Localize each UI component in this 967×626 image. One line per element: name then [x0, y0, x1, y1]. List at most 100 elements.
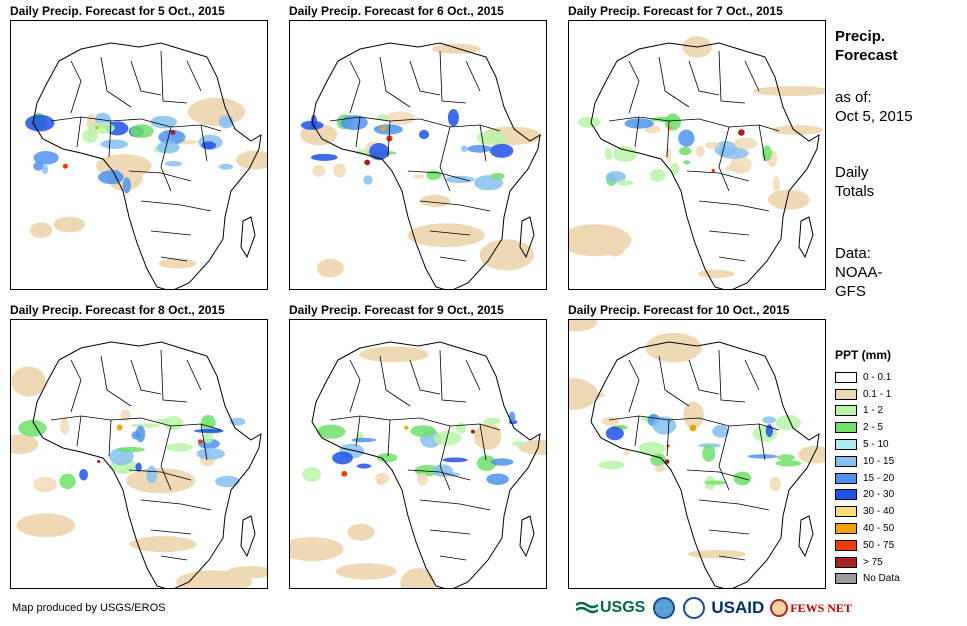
legend-label: 5 - 10	[863, 439, 889, 451]
rain-cell	[734, 137, 758, 150]
rain-cell	[229, 417, 246, 426]
rain-cell	[702, 444, 716, 462]
country-border	[409, 359, 441, 395]
precip-map	[289, 20, 547, 290]
rain-cell	[769, 476, 781, 492]
country-border	[100, 355, 132, 407]
rain-cell	[79, 469, 88, 481]
rain-cell	[476, 455, 497, 471]
rain-cell	[164, 161, 183, 167]
rain-cell	[33, 476, 57, 493]
rain-cell	[60, 417, 70, 435]
light-precip-patch	[771, 125, 823, 135]
country-border	[150, 230, 192, 236]
country-border	[686, 469, 750, 481]
rain-cell	[447, 109, 459, 127]
rain-cell	[655, 464, 665, 473]
light-precip-patch	[290, 537, 344, 562]
rain-cell	[194, 429, 224, 433]
country-border	[718, 126, 730, 192]
country-border	[160, 349, 188, 403]
rain-cell	[489, 143, 514, 158]
country-border	[439, 256, 467, 262]
rain-cell	[442, 457, 468, 463]
rain-cell	[130, 124, 154, 138]
legend-label: 30 - 40	[863, 506, 895, 518]
light-precip-patch	[419, 194, 451, 207]
country-border	[419, 200, 491, 212]
rain-cell	[88, 122, 115, 134]
country-border	[628, 60, 640, 114]
madagascar-outline	[798, 216, 814, 259]
light-precip-patch	[53, 216, 86, 233]
continent-outline	[311, 341, 541, 588]
rain-cell	[363, 175, 373, 185]
country-border	[658, 355, 690, 407]
rain-cell	[369, 143, 390, 161]
heavy-rain-cell	[470, 429, 475, 434]
country-border	[160, 555, 188, 561]
rain-cell	[683, 160, 691, 165]
country-border	[698, 118, 780, 132]
legend-swatch	[835, 539, 857, 551]
rain-cell	[333, 163, 347, 178]
rain-cell	[773, 175, 780, 193]
country-border	[409, 60, 441, 96]
light-precip-patch	[236, 150, 267, 170]
precip-map	[10, 20, 268, 290]
country-border	[186, 60, 202, 92]
rain-cell	[59, 473, 76, 489]
panel-title: Daily Precip. Forecast for 10 Oct., 2015	[568, 303, 790, 317]
legend-swatch	[835, 489, 857, 501]
country-border	[329, 415, 421, 421]
madagascar-outline	[519, 515, 535, 558]
rain-cell	[650, 452, 666, 467]
legend-swatch	[835, 472, 857, 484]
country-border	[465, 359, 481, 391]
rain-cell	[445, 175, 475, 183]
light-precip-patch	[798, 445, 825, 464]
country-border	[387, 419, 391, 457]
rain-cell	[419, 129, 429, 140]
heavy-rain-cell	[689, 424, 697, 432]
precip-map	[10, 319, 268, 589]
rain-cell	[135, 462, 142, 472]
rain-cell	[433, 430, 462, 446]
country-border	[698, 200, 770, 212]
side-title: Precip. Forecast	[835, 27, 898, 65]
rain-cell	[601, 416, 620, 426]
daily-line1: Daily	[835, 164, 869, 181]
country-border	[407, 469, 471, 481]
legend-row: 40 - 50	[835, 520, 900, 537]
light-precip-patch	[407, 223, 485, 248]
country-border	[160, 126, 172, 192]
credit-text: Map produced by USGS/EROS	[12, 602, 166, 614]
rain-cell	[747, 454, 778, 459]
rain-cell	[376, 453, 398, 463]
light-precip-patch	[697, 269, 735, 279]
heavy-rain-cell	[404, 425, 409, 430]
light-precip-patch	[688, 549, 746, 559]
rain-cell	[605, 171, 626, 183]
legend-swatch	[835, 556, 857, 568]
heavy-rain-cell	[170, 130, 176, 135]
country-border	[698, 417, 780, 431]
side-asof: as of: Oct 5, 2015	[835, 88, 913, 126]
legend-label: 0 - 0.1	[863, 371, 892, 383]
country-border	[744, 60, 760, 92]
country-border	[465, 60, 481, 92]
light-precip-patch	[16, 513, 76, 538]
country-border	[130, 359, 162, 395]
rain-cell	[82, 129, 98, 144]
rain-cell	[618, 425, 626, 430]
light-precip-patch	[335, 563, 397, 580]
country-border	[439, 349, 467, 403]
legend-swatch	[835, 422, 857, 434]
country-border	[349, 60, 361, 114]
country-border	[666, 120, 670, 158]
legend-row: 20 - 30	[835, 487, 900, 504]
country-border	[349, 359, 361, 413]
country-border	[698, 499, 770, 511]
rain-cell	[605, 426, 624, 441]
country-border	[140, 417, 222, 431]
